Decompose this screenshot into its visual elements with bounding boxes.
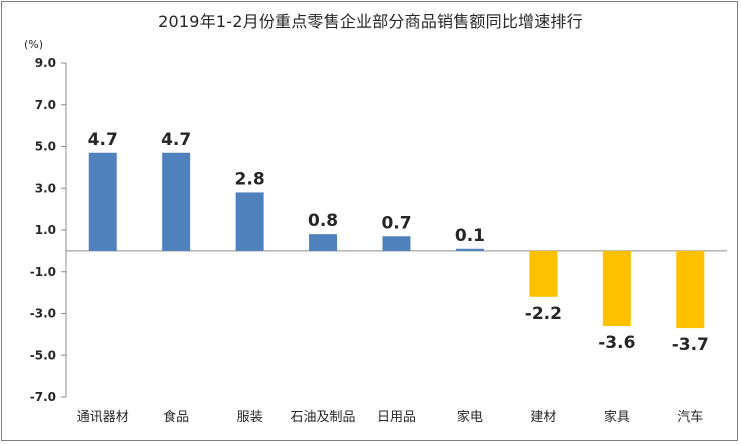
- category-label: 日用品: [377, 410, 416, 425]
- y-tick-label: 3.0: [35, 181, 56, 195]
- y-tick-label: 9.0: [35, 56, 56, 70]
- category-label: 食品: [163, 409, 189, 425]
- category-label: 建材: [530, 410, 556, 425]
- data-label: -2.2: [525, 304, 562, 324]
- y-tick-label: -5.0: [30, 348, 56, 362]
- category-label: 通讯器材: [77, 410, 129, 425]
- category-label: 家具: [604, 409, 630, 425]
- data-label: 0.7: [381, 213, 411, 233]
- bar: [602, 250, 631, 327]
- bar: [309, 234, 338, 251]
- data-label: 0.8: [308, 211, 338, 231]
- category-label: 石油及制品: [291, 410, 356, 425]
- bar: [88, 152, 117, 251]
- bar: [676, 250, 705, 329]
- y-axis-ticks: 9.0 7.0 5.0 3.0 1.0 -1.0 -3.0 -5.0 -7.0: [30, 56, 66, 404]
- bar: [162, 152, 191, 251]
- category-label: 汽车: [677, 409, 703, 425]
- data-label: 2.8: [235, 169, 265, 189]
- chart-title: 2019年1-2月份重点零售企业部分商品销售额同比增速排行: [158, 12, 583, 31]
- y-tick-label: -7.0: [30, 390, 56, 404]
- category-label: 家电: [457, 409, 483, 425]
- data-label: -3.6: [598, 333, 635, 353]
- bar: [382, 236, 411, 251]
- y-tick-label: 5.0: [35, 140, 56, 154]
- bar: [235, 192, 264, 251]
- y-tick-label: 7.0: [35, 98, 56, 112]
- data-label: 4.7: [88, 130, 118, 150]
- data-labels: 4.7 4.7 2.8 0.8 0.7 0.1 -2.2 -3.6 -3.7: [88, 130, 709, 355]
- data-label: 4.7: [161, 130, 191, 150]
- y-tick-label: -1.0: [30, 265, 56, 279]
- y-tick-label: -3.0: [30, 307, 56, 321]
- category-label: 服装: [237, 410, 263, 425]
- bar: [529, 250, 558, 297]
- bars-group: [88, 152, 705, 329]
- y-axis-unit: (%): [24, 38, 43, 51]
- bar: [455, 248, 484, 251]
- category-labels: 通讯器材 食品 服装 石油及制品 日用品 家电 建材 家具 汽车: [77, 409, 704, 425]
- y-tick-label: 1.0: [35, 223, 56, 237]
- data-label: -3.7: [672, 335, 709, 355]
- data-label: 0.1: [455, 226, 485, 246]
